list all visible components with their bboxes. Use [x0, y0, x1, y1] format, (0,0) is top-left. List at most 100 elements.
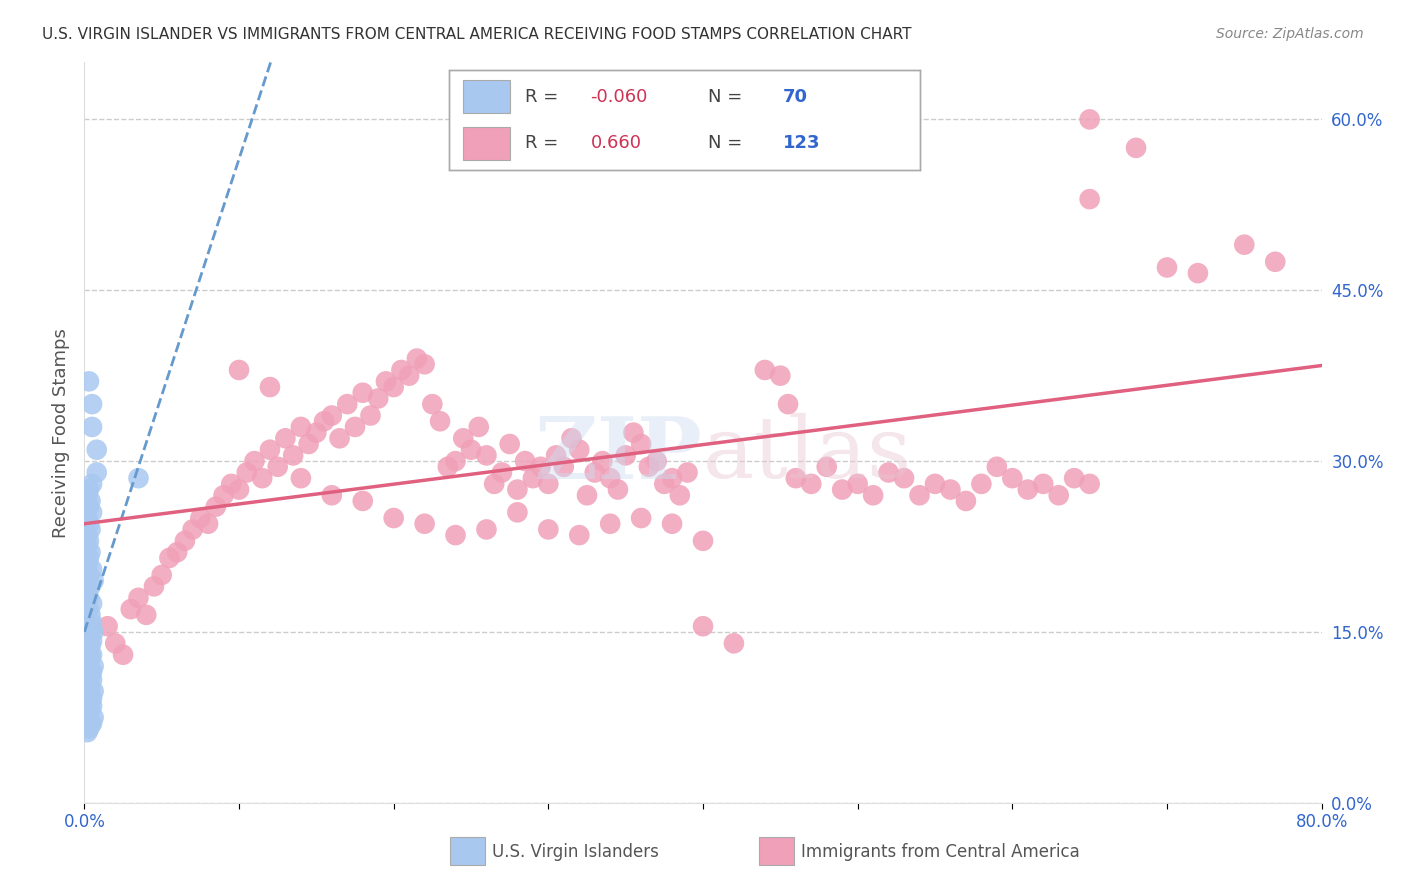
Point — [437, 459, 460, 474]
Point — [77, 696, 100, 710]
Point — [986, 459, 1008, 474]
Point — [522, 471, 544, 485]
Point — [429, 414, 451, 428]
Point — [422, 397, 444, 411]
Point — [96, 619, 118, 633]
Point — [290, 420, 312, 434]
Point — [924, 476, 946, 491]
Point — [79, 718, 101, 732]
Point — [82, 698, 104, 713]
Point — [391, 363, 413, 377]
Point — [83, 684, 105, 698]
Point — [82, 691, 104, 706]
Point — [82, 634, 104, 648]
Point — [1078, 476, 1101, 491]
Point — [267, 459, 290, 474]
Point — [83, 624, 105, 639]
Point — [274, 431, 297, 445]
Point — [321, 488, 343, 502]
Point — [298, 437, 321, 451]
Point — [79, 702, 101, 716]
Point — [82, 716, 104, 731]
Point — [79, 623, 101, 637]
Point — [599, 516, 621, 531]
Text: U.S. VIRGIN ISLANDER VS IMMIGRANTS FROM CENTRAL AMERICA RECEIVING FOOD STAMPS CO: U.S. VIRGIN ISLANDER VS IMMIGRANTS FROM … — [42, 27, 911, 42]
Point — [352, 494, 374, 508]
Point — [661, 516, 683, 531]
Point — [484, 476, 506, 491]
Point — [77, 516, 100, 531]
Point — [104, 636, 127, 650]
Point — [228, 483, 250, 497]
Point — [76, 540, 98, 554]
Point — [77, 688, 100, 702]
Point — [537, 523, 560, 537]
Point — [77, 591, 100, 605]
Point — [77, 653, 100, 667]
Point — [491, 466, 513, 480]
Point — [413, 516, 436, 531]
Point — [76, 657, 98, 671]
Point — [375, 375, 398, 389]
Point — [800, 476, 823, 491]
Point — [77, 705, 100, 719]
Point — [537, 476, 560, 491]
Point — [86, 442, 108, 457]
Point — [499, 437, 522, 451]
Point — [197, 516, 219, 531]
Point — [79, 523, 101, 537]
Point — [553, 459, 575, 474]
Point — [250, 471, 273, 485]
Point — [661, 471, 683, 485]
Point — [127, 591, 149, 605]
Point — [259, 380, 281, 394]
Point — [76, 585, 98, 599]
Point — [329, 431, 352, 445]
Point — [77, 550, 100, 565]
Point — [939, 483, 962, 497]
Point — [398, 368, 420, 383]
Point — [321, 409, 343, 423]
Point — [181, 523, 204, 537]
Point — [76, 614, 98, 628]
Point — [645, 454, 668, 468]
Point — [568, 528, 591, 542]
Point — [79, 579, 101, 593]
Point — [723, 636, 745, 650]
Point — [367, 392, 389, 406]
Point — [86, 466, 108, 480]
Point — [281, 449, 305, 463]
Point — [83, 710, 105, 724]
Point — [77, 500, 100, 514]
Point — [79, 545, 101, 559]
Point — [592, 454, 614, 468]
Point — [1063, 471, 1085, 485]
Text: atlas: atlas — [703, 413, 912, 497]
Point — [79, 650, 101, 665]
Y-axis label: Receiving Food Stamps: Receiving Food Stamps — [52, 327, 70, 538]
Point — [77, 671, 100, 685]
Point — [444, 528, 467, 542]
Point — [76, 528, 98, 542]
Point — [76, 557, 98, 571]
Point — [515, 454, 537, 468]
Point — [290, 471, 312, 485]
Point — [546, 449, 568, 463]
Point — [754, 363, 776, 377]
Point — [76, 511, 98, 525]
Point — [83, 574, 105, 588]
Point — [77, 636, 100, 650]
Point — [862, 488, 884, 502]
Point — [1047, 488, 1070, 502]
Point — [1264, 254, 1286, 268]
Point — [970, 476, 993, 491]
Point — [413, 357, 436, 371]
Point — [560, 431, 583, 445]
Point — [143, 579, 166, 593]
Point — [506, 483, 529, 497]
Point — [877, 466, 900, 480]
Point — [76, 725, 98, 739]
Point — [815, 459, 838, 474]
Point — [475, 523, 498, 537]
Point — [305, 425, 328, 440]
